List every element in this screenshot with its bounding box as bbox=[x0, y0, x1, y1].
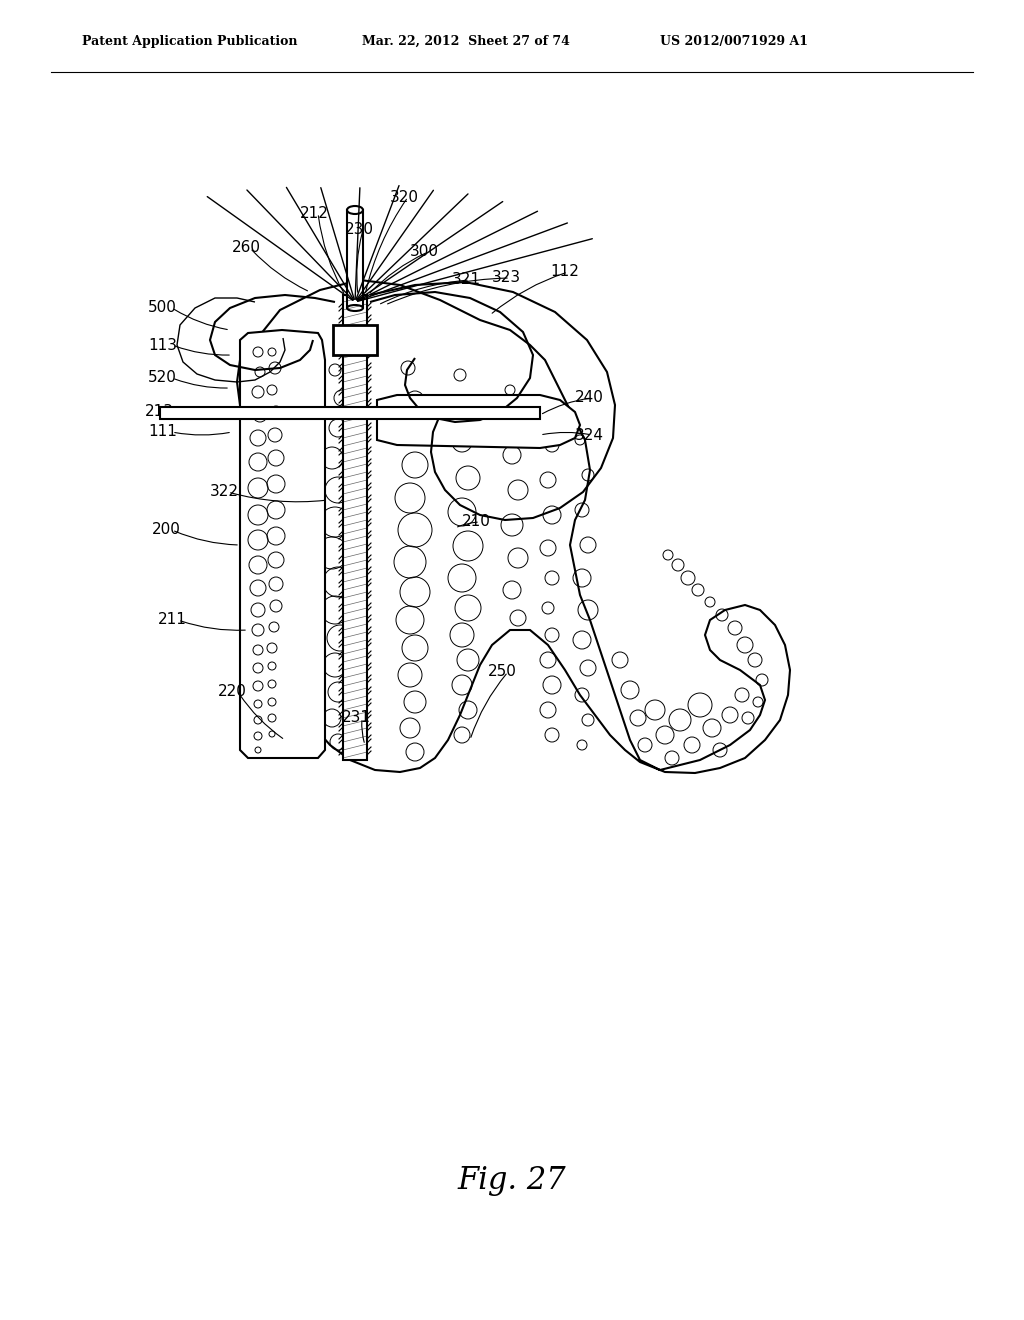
Text: 300: 300 bbox=[410, 244, 439, 260]
Text: Fig. 27: Fig. 27 bbox=[458, 1166, 566, 1196]
Polygon shape bbox=[237, 280, 790, 774]
Text: Mar. 22, 2012  Sheet 27 of 74: Mar. 22, 2012 Sheet 27 of 74 bbox=[362, 36, 570, 48]
Text: 260: 260 bbox=[232, 240, 261, 256]
Text: 113: 113 bbox=[148, 338, 177, 352]
Text: 324: 324 bbox=[575, 428, 604, 442]
Text: 500: 500 bbox=[148, 301, 177, 315]
Text: 211: 211 bbox=[158, 612, 186, 627]
Bar bbox=[160, 407, 540, 418]
Text: 250: 250 bbox=[488, 664, 517, 680]
Text: 111: 111 bbox=[148, 425, 177, 440]
Text: 321: 321 bbox=[452, 272, 481, 288]
Text: 212: 212 bbox=[300, 206, 329, 220]
Text: 112: 112 bbox=[550, 264, 579, 280]
Text: 213: 213 bbox=[145, 404, 174, 420]
Text: 240: 240 bbox=[575, 391, 604, 405]
Text: 220: 220 bbox=[218, 685, 247, 700]
Ellipse shape bbox=[347, 305, 362, 312]
Bar bbox=[347, 210, 362, 308]
Text: Patent Application Publication: Patent Application Publication bbox=[82, 36, 298, 48]
Bar bbox=[343, 294, 367, 760]
Text: 210: 210 bbox=[462, 515, 490, 529]
Text: 520: 520 bbox=[148, 371, 177, 385]
Text: 320: 320 bbox=[390, 190, 419, 205]
Text: 231: 231 bbox=[342, 710, 371, 726]
Polygon shape bbox=[240, 330, 325, 758]
Ellipse shape bbox=[347, 206, 362, 214]
Text: 230: 230 bbox=[345, 223, 374, 238]
Text: 322: 322 bbox=[210, 484, 239, 499]
Text: 323: 323 bbox=[492, 271, 521, 285]
Text: 200: 200 bbox=[152, 523, 181, 537]
Polygon shape bbox=[377, 395, 580, 447]
Text: US 2012/0071929 A1: US 2012/0071929 A1 bbox=[660, 36, 808, 48]
Bar bbox=[333, 325, 377, 355]
